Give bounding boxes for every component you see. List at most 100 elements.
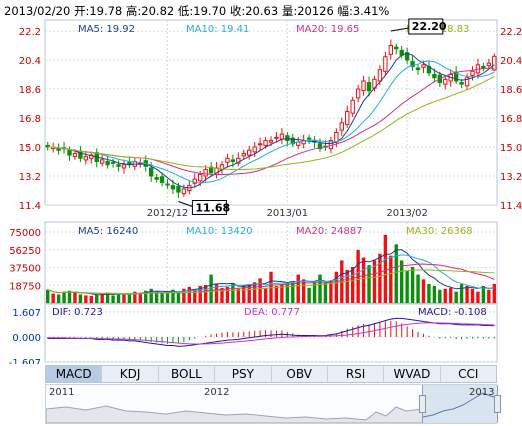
volume-bar — [421, 279, 426, 303]
high-value: 20.82 — [141, 4, 175, 18]
tab-kdj[interactable]: KDJ — [102, 366, 159, 382]
volume-bar — [432, 285, 437, 303]
volume-bar — [301, 279, 306, 303]
candle-body — [274, 136, 279, 139]
volume-bar — [438, 289, 442, 303]
tab-boll[interactable]: BOLL — [159, 366, 216, 382]
volume-bar — [209, 274, 213, 303]
navigator-window-spark — [423, 392, 497, 418]
price-ma-line — [47, 60, 495, 184]
price-y-tick-left: 16.8 — [19, 114, 41, 125]
candle-body — [181, 188, 187, 195]
tab-wvad[interactable]: WVAD — [384, 366, 441, 382]
candle-body — [366, 82, 372, 92]
volume-bar — [470, 288, 475, 303]
volume-bar — [383, 234, 388, 303]
volume-bar — [487, 289, 491, 303]
volume-bar — [149, 288, 153, 303]
tab-macd[interactable]: MACD — [46, 366, 103, 382]
candle-body — [339, 122, 344, 131]
candle-body — [492, 55, 497, 71]
candle-body — [443, 78, 448, 85]
volume-bar — [263, 287, 268, 303]
candle-body — [116, 164, 121, 167]
candle-body — [290, 137, 295, 145]
dea-line — [47, 322, 495, 345]
indicator-tabs: MACD KDJ BOLL PSY OBV RSI WVAD CCI — [45, 365, 497, 383]
candle-body — [89, 154, 94, 159]
low-label: 低: — [177, 4, 194, 18]
candle-body — [67, 149, 72, 156]
tab-rsi[interactable]: RSI — [328, 366, 385, 382]
navigator-label-2013: 2013 — [469, 387, 495, 398]
volume-bar — [296, 274, 300, 303]
volume-bar — [318, 274, 322, 303]
volume-bar — [73, 292, 77, 303]
price-y-tick-right: 18.6 — [500, 85, 522, 96]
volume-bar — [323, 282, 328, 303]
range-navigator[interactable]: 2011 2012 2013 — [45, 384, 501, 424]
candle-body — [225, 157, 230, 163]
candle-body — [345, 111, 350, 125]
volume-bar — [62, 291, 66, 303]
volume-bar — [307, 287, 311, 303]
candle-body — [377, 69, 383, 82]
tab-psy[interactable]: PSY — [215, 366, 272, 382]
volume-bar — [400, 260, 404, 303]
price-legend-item: MA20: 19.65 — [296, 24, 359, 35]
navigator-left-handle[interactable] — [419, 395, 426, 413]
chart-svg[interactable]: 22.2 22.2 20.4 20.4 18.6 18.6 16.8 16.8 15.0 15.0… — [0, 0, 522, 364]
volume-bar — [247, 284, 251, 303]
volume-y-tick: 18750 — [9, 281, 41, 292]
volume-bar — [329, 280, 333, 303]
volume-bar — [193, 289, 197, 303]
price-x-label: 2012/12 — [147, 208, 189, 219]
volume-bar — [367, 265, 371, 303]
candle-body — [410, 61, 415, 67]
volume-value: 20126 — [297, 4, 334, 18]
navigator-right-handle[interactable] — [494, 395, 501, 413]
candle-body — [149, 167, 154, 177]
navigator-window[interactable]: 2013 — [419, 385, 501, 423]
volume-bar — [116, 294, 121, 303]
volume-label: 量: — [281, 4, 298, 18]
candle-body — [121, 164, 127, 169]
candle-body — [432, 74, 437, 79]
volume-bar — [465, 285, 469, 303]
candle-body — [99, 159, 105, 164]
volume-bar — [187, 286, 192, 303]
candle-body — [355, 88, 361, 99]
tab-obv[interactable]: OBV — [272, 366, 328, 382]
volume-bar — [165, 293, 170, 303]
price-plot-frame — [44, 19, 498, 206]
quote-date: 2013/02/20 — [4, 4, 71, 18]
candle-body — [279, 133, 285, 140]
macd-y-tick: 0.000 — [12, 333, 41, 344]
open-label: 开: — [73, 4, 90, 18]
candle-body — [252, 146, 257, 153]
volume-bar — [291, 282, 295, 303]
volume-panel: 75000 56250 37500 18750 MA5: 16240 MA10: 1342… — [9, 221, 498, 304]
candle-body — [415, 67, 421, 71]
candle-body — [72, 152, 78, 158]
volume-bar — [443, 288, 447, 303]
volume-bar — [350, 267, 355, 303]
candle-body — [459, 82, 464, 85]
candle-body — [105, 161, 110, 166]
volume-bar — [105, 292, 110, 303]
candle-body — [470, 70, 475, 76]
price-legend-item: MA10: 19.41 — [186, 24, 249, 35]
tab-cci[interactable]: CCI — [458, 367, 479, 381]
volume-bar — [127, 294, 132, 303]
candle-body — [394, 46, 399, 50]
min-callout-line — [178, 201, 193, 207]
candle-body — [176, 185, 181, 193]
volume-bar — [416, 274, 420, 303]
candle-body — [421, 64, 426, 68]
volume-bar — [252, 282, 257, 303]
volume-bar — [154, 291, 159, 303]
dif-line — [47, 317, 495, 347]
volume-bar — [361, 257, 366, 303]
max-callout-label: 22.20 — [412, 20, 447, 33]
